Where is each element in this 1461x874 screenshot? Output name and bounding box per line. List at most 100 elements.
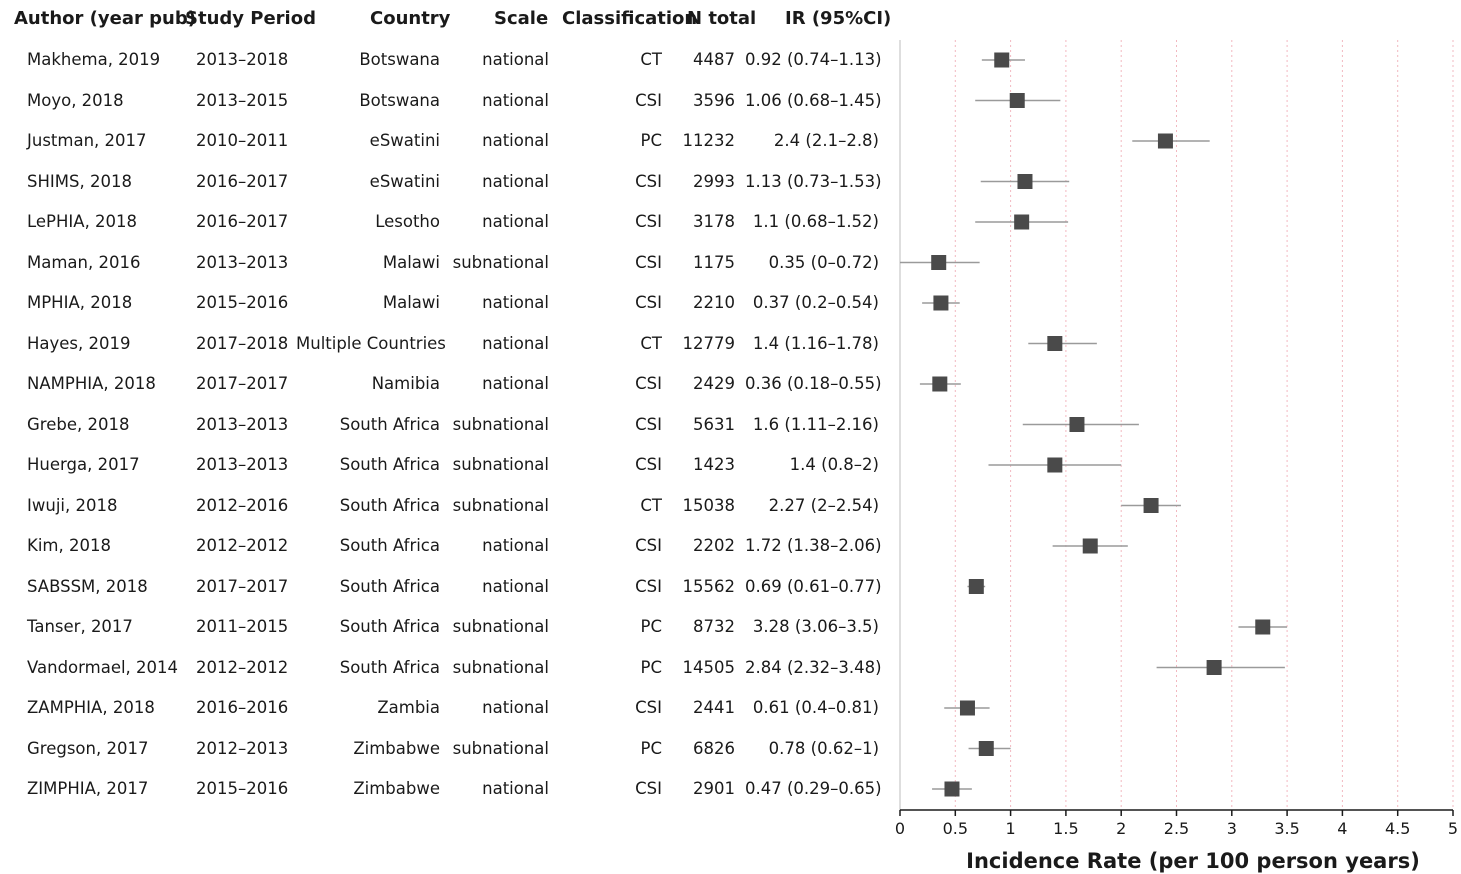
- cell-study-period: 2013–2018: [196, 50, 289, 69]
- x-tick-label: 2.5: [1164, 819, 1189, 838]
- point-estimate-marker: [1082, 538, 1098, 554]
- x-tick-label: 1: [1006, 819, 1016, 838]
- x-tick-label: 1.5: [1053, 819, 1078, 838]
- cell-study-period: 2012–2012: [196, 657, 289, 677]
- confidence-intervals: [900, 59, 1288, 790]
- cell-author: Maman, 2016: [27, 252, 141, 272]
- x-tick-label: 3: [1227, 819, 1237, 838]
- cell-author: Moyo, 2018: [27, 90, 124, 110]
- cell-classification: CSI: [635, 576, 662, 596]
- cell-ir-ci: 1.1 (0.68–1.52): [752, 212, 879, 231]
- cell-study-period: 2016–2016: [196, 698, 289, 717]
- cell-scale: subnational: [452, 252, 549, 272]
- cell-country: Malawi: [382, 252, 440, 272]
- x-tick-label: 2: [1116, 819, 1126, 838]
- cell-author: Huerga, 2017: [27, 455, 140, 474]
- cell-ir-ci: 1.4 (0.8–2): [789, 455, 879, 474]
- cell-n-total: 2993: [693, 171, 735, 191]
- cell-classification: PC: [640, 738, 662, 758]
- cell-n-total: 2901: [693, 779, 735, 798]
- point-estimate-marker: [1014, 214, 1030, 230]
- x-tick-label: 0: [895, 819, 905, 838]
- cell-author: Makhema, 2019: [27, 50, 161, 69]
- cell-n-total: 4487: [693, 50, 735, 69]
- header-country: Country: [370, 8, 451, 29]
- x-tick-label: 3.5: [1274, 819, 1299, 838]
- cell-study-period: 2011–2015: [196, 617, 289, 636]
- cell-author: NAMPHIA, 2018: [27, 374, 156, 393]
- cell-scale: national: [482, 293, 549, 312]
- cell-classification: CSI: [635, 536, 662, 555]
- cell-n-total: 1175: [693, 252, 735, 272]
- cell-study-period: 2012–2016: [196, 495, 289, 515]
- cell-author: SABSSM, 2018: [27, 576, 148, 596]
- cell-author: Vandormael, 2014: [27, 657, 179, 677]
- point-estimate-marker: [1017, 174, 1033, 189]
- cell-classification: PC: [640, 617, 662, 636]
- cell-n-total: 3596: [693, 90, 735, 110]
- cell-study-period: 2013–2015: [196, 90, 289, 110]
- x-tick-label: 0.5: [943, 819, 968, 838]
- cell-author: ZIMPHIA, 2017: [27, 779, 149, 798]
- cell-classification: CSI: [635, 455, 662, 474]
- cell-n-total: 15562: [682, 576, 736, 596]
- point-estimate-marker: [1157, 133, 1173, 149]
- cell-scale: subnational: [452, 657, 549, 677]
- point-estimate-marker: [1255, 619, 1271, 635]
- header-author: Author (year pub): [14, 8, 196, 29]
- cell-country: Multiple Countries: [296, 333, 446, 353]
- cell-country: South Africa: [339, 617, 440, 636]
- cell-scale: national: [482, 50, 549, 69]
- cell-author: LePHIA, 2018: [27, 212, 138, 231]
- cell-scale: national: [482, 779, 549, 798]
- cell-ir-ci: 0.61 (0.4–0.81): [752, 698, 879, 717]
- cell-classification: CSI: [635, 414, 662, 434]
- header-n-total: N total: [687, 8, 757, 29]
- cell-country: South Africa: [339, 536, 440, 555]
- cell-n-total: 15038: [682, 495, 736, 515]
- cell-country: Namibia: [371, 374, 440, 393]
- cell-n-total: 14505: [682, 657, 736, 677]
- cell-n-total: 11232: [682, 131, 736, 150]
- cell-ir-ci: 3.28 (3.06–3.5): [752, 617, 879, 636]
- cell-classification: CSI: [635, 212, 662, 231]
- cell-n-total: 12779: [682, 333, 736, 353]
- cell-scale: subnational: [452, 495, 549, 515]
- cell-study-period: 2016–2017: [196, 212, 289, 231]
- cell-classification: CSI: [635, 90, 662, 110]
- cell-n-total: 3178: [693, 212, 735, 231]
- cell-country: South Africa: [339, 495, 440, 515]
- cell-scale: national: [482, 333, 549, 353]
- cell-classification: PC: [640, 657, 662, 677]
- cell-n-total: 2441: [693, 698, 735, 717]
- cell-ir-ci: 2.27 (2–2.54): [768, 495, 879, 515]
- x-axis: 0 0.5 1 1.5 2 2.5 3 3.5 4 4.5 5: [895, 40, 1458, 838]
- cell-ir-ci: 1.06 (0.68–1.45): [745, 90, 882, 110]
- cell-country: Zimbabwe: [353, 779, 440, 798]
- cell-classification: CSI: [635, 171, 662, 191]
- cell-country: eSwatini: [369, 131, 440, 150]
- cell-scale: national: [482, 374, 549, 393]
- cell-scale: national: [482, 536, 549, 555]
- cell-country: Malawi: [382, 293, 440, 312]
- cell-study-period: 2013–2013: [196, 414, 289, 434]
- cell-classification: CSI: [635, 698, 662, 717]
- cell-classification: PC: [640, 131, 662, 150]
- cell-classification: CSI: [635, 293, 662, 312]
- cell-scale: national: [482, 212, 549, 231]
- cell-country: Zimbabwe: [353, 738, 440, 758]
- cell-study-period: 2012–2013: [196, 738, 289, 758]
- cell-classification: CT: [640, 50, 662, 69]
- cell-study-period: 2013–2013: [196, 252, 289, 272]
- point-estimate-marker: [1047, 457, 1063, 473]
- point-estimate-marker: [1143, 498, 1159, 513]
- header-study-period: Study Period: [185, 8, 316, 29]
- point-estimate-marker: [933, 295, 949, 311]
- cell-classification: CT: [640, 495, 662, 515]
- x-tick-label: 5: [1448, 819, 1458, 838]
- cell-classification: CSI: [635, 374, 662, 393]
- cell-scale: national: [482, 576, 549, 596]
- point-estimate-marker: [1206, 660, 1222, 675]
- point-estimate-marker: [931, 255, 947, 270]
